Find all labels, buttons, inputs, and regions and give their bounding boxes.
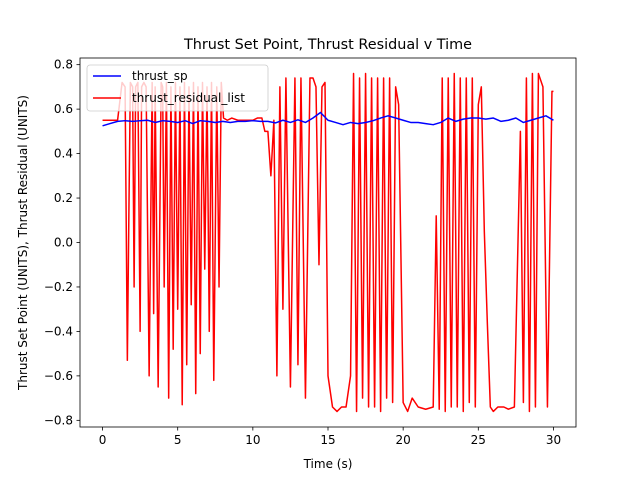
y-tick-label: −0.8	[44, 413, 73, 427]
y-tick-label: 0.0	[54, 236, 73, 250]
y-axis-label: Thrust Set Point (UNITS), Thrust Residua…	[16, 95, 30, 391]
x-tick-label: 15	[320, 433, 335, 447]
y-tick-label: 0.6	[54, 102, 73, 116]
x-axis-label: Time (s)	[303, 457, 353, 471]
series-layer	[102, 72, 554, 413]
x-tick-label: 30	[546, 433, 561, 447]
legend-box	[86, 64, 269, 112]
y-tick-label: −0.6	[44, 369, 73, 383]
x-tick-label: 10	[245, 433, 260, 447]
x-tick-label: 25	[471, 433, 486, 447]
series-line-thrust-sp	[102, 111, 554, 127]
y-tick-label: 0.2	[54, 191, 73, 205]
legend-label-thrust-sp: thrust_sp	[132, 69, 188, 83]
y-tick-label: 0.8	[54, 58, 73, 72]
y-tick-label: 0.4	[54, 147, 73, 161]
y-tick-label: −0.2	[44, 280, 73, 294]
x-tick-label: 5	[174, 433, 182, 447]
x-tick-label: 0	[99, 433, 107, 447]
chart-title: Thrust Set Point, Thrust Residual v Time	[183, 37, 472, 53]
legend: thrust_sp thrust_residual_list	[86, 64, 269, 112]
x-axis: 0 5 10 15 20 25 30	[99, 427, 561, 447]
y-axis: −0.8 −0.6 −0.4 −0.2 0.0 0.2 0.4 0.6 0.8	[44, 58, 80, 427]
series-line-thrust-residual-list	[102, 72, 554, 413]
y-tick-label: −0.4	[44, 324, 73, 338]
legend-label-thrust-residual-list: thrust_residual_list	[132, 91, 245, 105]
x-tick-label: 20	[396, 433, 411, 447]
